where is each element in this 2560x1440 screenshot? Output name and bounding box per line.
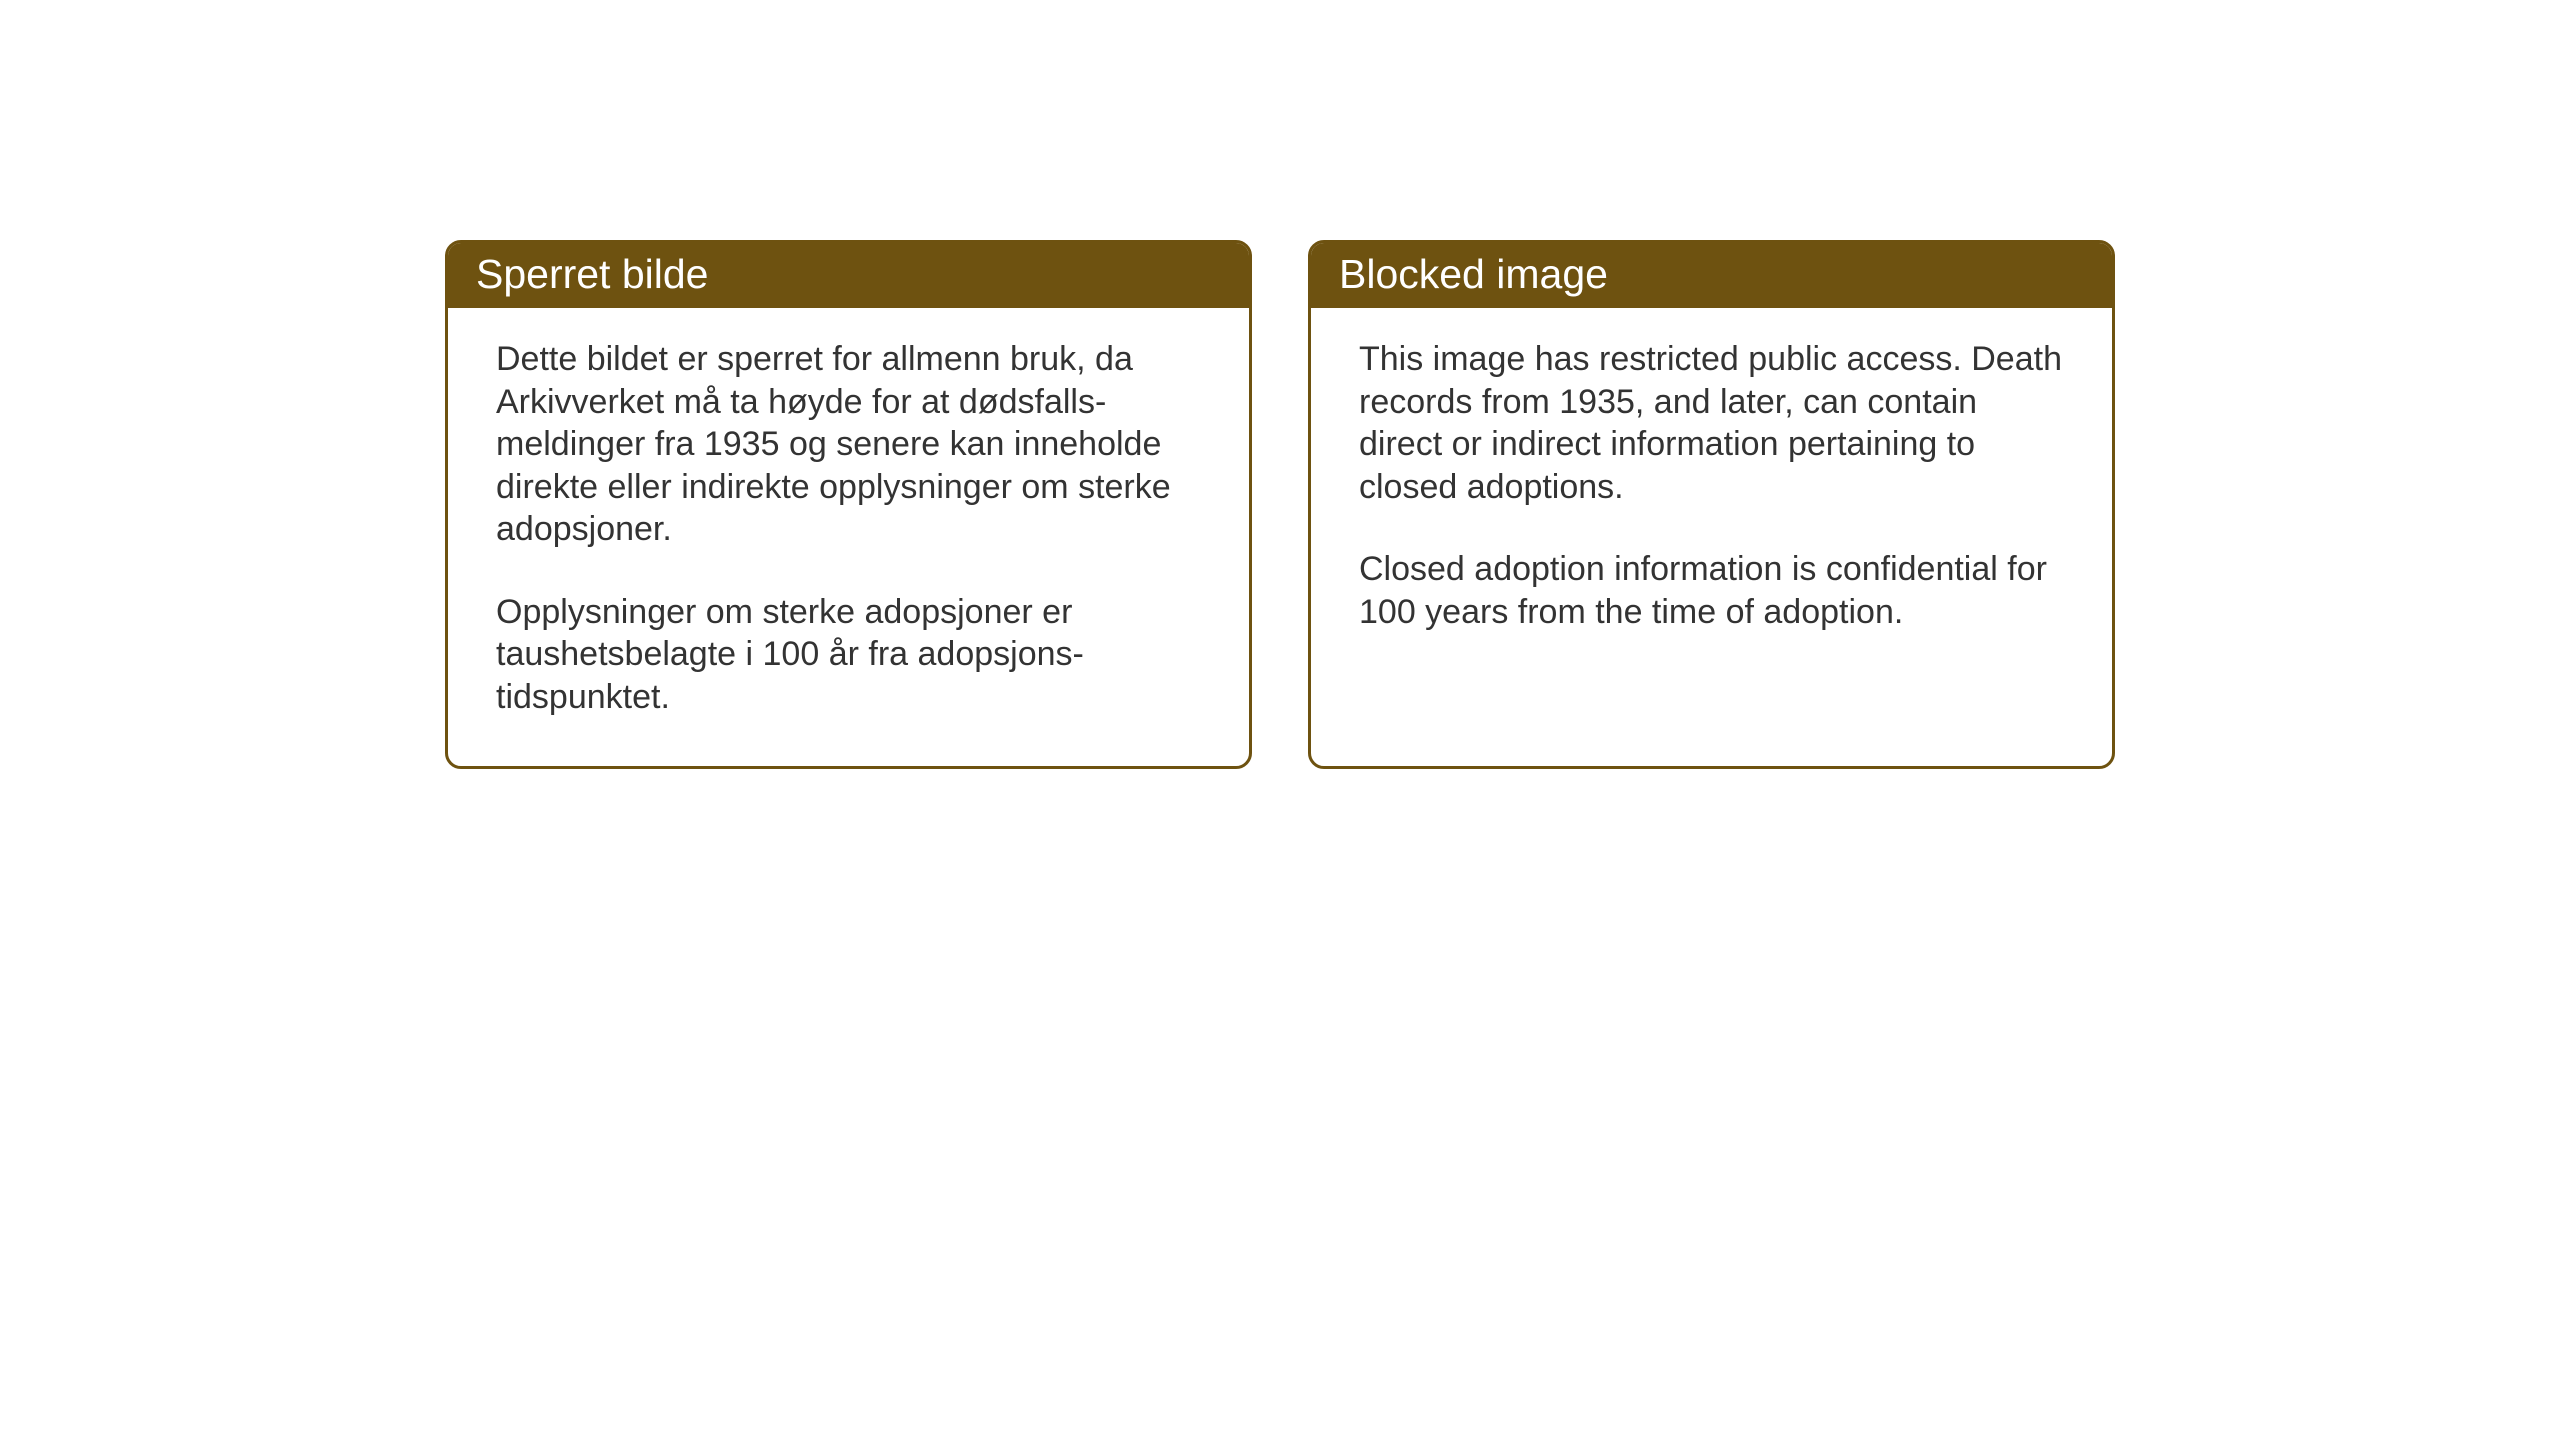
card-header-norwegian: Sperret bilde	[448, 243, 1249, 308]
card-paragraph-1-english: This image has restricted public access.…	[1359, 338, 2064, 508]
card-body-norwegian: Dette bildet er sperret for allmenn bruk…	[448, 308, 1249, 766]
card-paragraph-2-norwegian: Opplysninger om sterke adopsjoner er tau…	[496, 591, 1201, 719]
card-title-norwegian: Sperret bilde	[476, 251, 708, 297]
card-header-english: Blocked image	[1311, 243, 2112, 308]
cards-container: Sperret bilde Dette bildet er sperret fo…	[0, 0, 2560, 769]
card-english: Blocked image This image has restricted …	[1308, 240, 2115, 769]
card-norwegian: Sperret bilde Dette bildet er sperret fo…	[445, 240, 1252, 769]
card-title-english: Blocked image	[1339, 251, 1608, 297]
card-body-english: This image has restricted public access.…	[1311, 308, 2112, 708]
card-paragraph-1-norwegian: Dette bildet er sperret for allmenn bruk…	[496, 338, 1201, 551]
card-paragraph-2-english: Closed adoption information is confident…	[1359, 548, 2064, 633]
